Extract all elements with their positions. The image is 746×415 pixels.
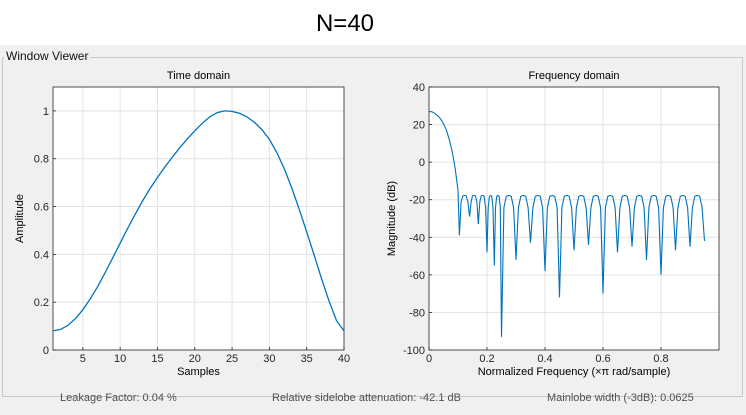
y-tick-label: 0: [43, 345, 49, 357]
y-axis-label: Amplitude: [14, 194, 26, 243]
plot-area: [429, 87, 719, 350]
y-axis-label: Magnitude (dB): [386, 181, 398, 256]
x-tick-label: 35: [301, 353, 313, 365]
x-tick-label: 15: [151, 353, 163, 365]
x-tick-label: 0: [426, 353, 432, 365]
frequency-domain-chart[interactable]: 0 0.2 0.4 0.6 0.8 -100 -80 -60 -40 -20 0 20 40 Freque…: [386, 70, 720, 378]
x-tick-label: 25: [226, 353, 238, 365]
leakage-factor: Leakage Factor: 0.04 %: [60, 392, 177, 404]
time-domain-chart[interactable]: 5 10 15 20 25 30 35 40 0 0.2 0.4 0.6 0.8 1 Time domain…: [14, 70, 350, 378]
x-tick-label: 5: [80, 353, 86, 365]
x-tick-label: 0.6: [595, 353, 610, 365]
panel-title: Window Viewer: [4, 49, 91, 63]
x-tick-label: 0.2: [479, 353, 494, 365]
time-series-line: [52, 110, 345, 332]
x-tick-label: 0.8: [653, 353, 668, 365]
y-tick-label: 0: [419, 157, 425, 169]
x-tick-label: 40: [338, 353, 350, 365]
x-tick-label: 20: [189, 353, 201, 365]
y-tick-label: 0.4: [34, 249, 49, 261]
y-tick-label: 1: [43, 106, 49, 118]
y-tick-label: -100: [403, 345, 425, 357]
y-tick-label: 0.2: [34, 297, 49, 309]
frequency-series-line: [428, 110, 706, 337]
sidelobe-attenuation: Relative sidelobe attenuation: -42.1 dB: [272, 392, 461, 404]
y-tick-label: 0.8: [34, 154, 49, 166]
y-tick-label: -80: [409, 307, 425, 319]
panel-border: [2, 57, 743, 397]
y-tick-label: 20: [413, 120, 425, 132]
x-axis-label: Samples: [177, 366, 220, 378]
y-tick-label: -60: [409, 270, 425, 282]
x-tick-label: 30: [263, 353, 275, 365]
mainlobe-width: Mainlobe width (-3dB): 0.0625: [547, 392, 694, 404]
x-axis-label: Normalized Frequency (×π rad/sample): [478, 366, 671, 378]
axes-frame: [52, 86, 345, 351]
y-tick-label: -40: [409, 232, 425, 244]
y-tick-label: -20: [409, 195, 425, 207]
x-tick-label: 0.4: [537, 353, 552, 365]
y-tick-label: 40: [413, 82, 425, 94]
chart-title: Time domain: [167, 70, 230, 82]
figure-caption: N=40: [315, 10, 375, 37]
plot-area: [53, 87, 344, 350]
x-tick-label: 10: [114, 353, 126, 365]
y-tick-label: 0.6: [34, 202, 49, 214]
chart-title: Frequency domain: [528, 70, 619, 82]
axes-frame: [428, 86, 720, 351]
